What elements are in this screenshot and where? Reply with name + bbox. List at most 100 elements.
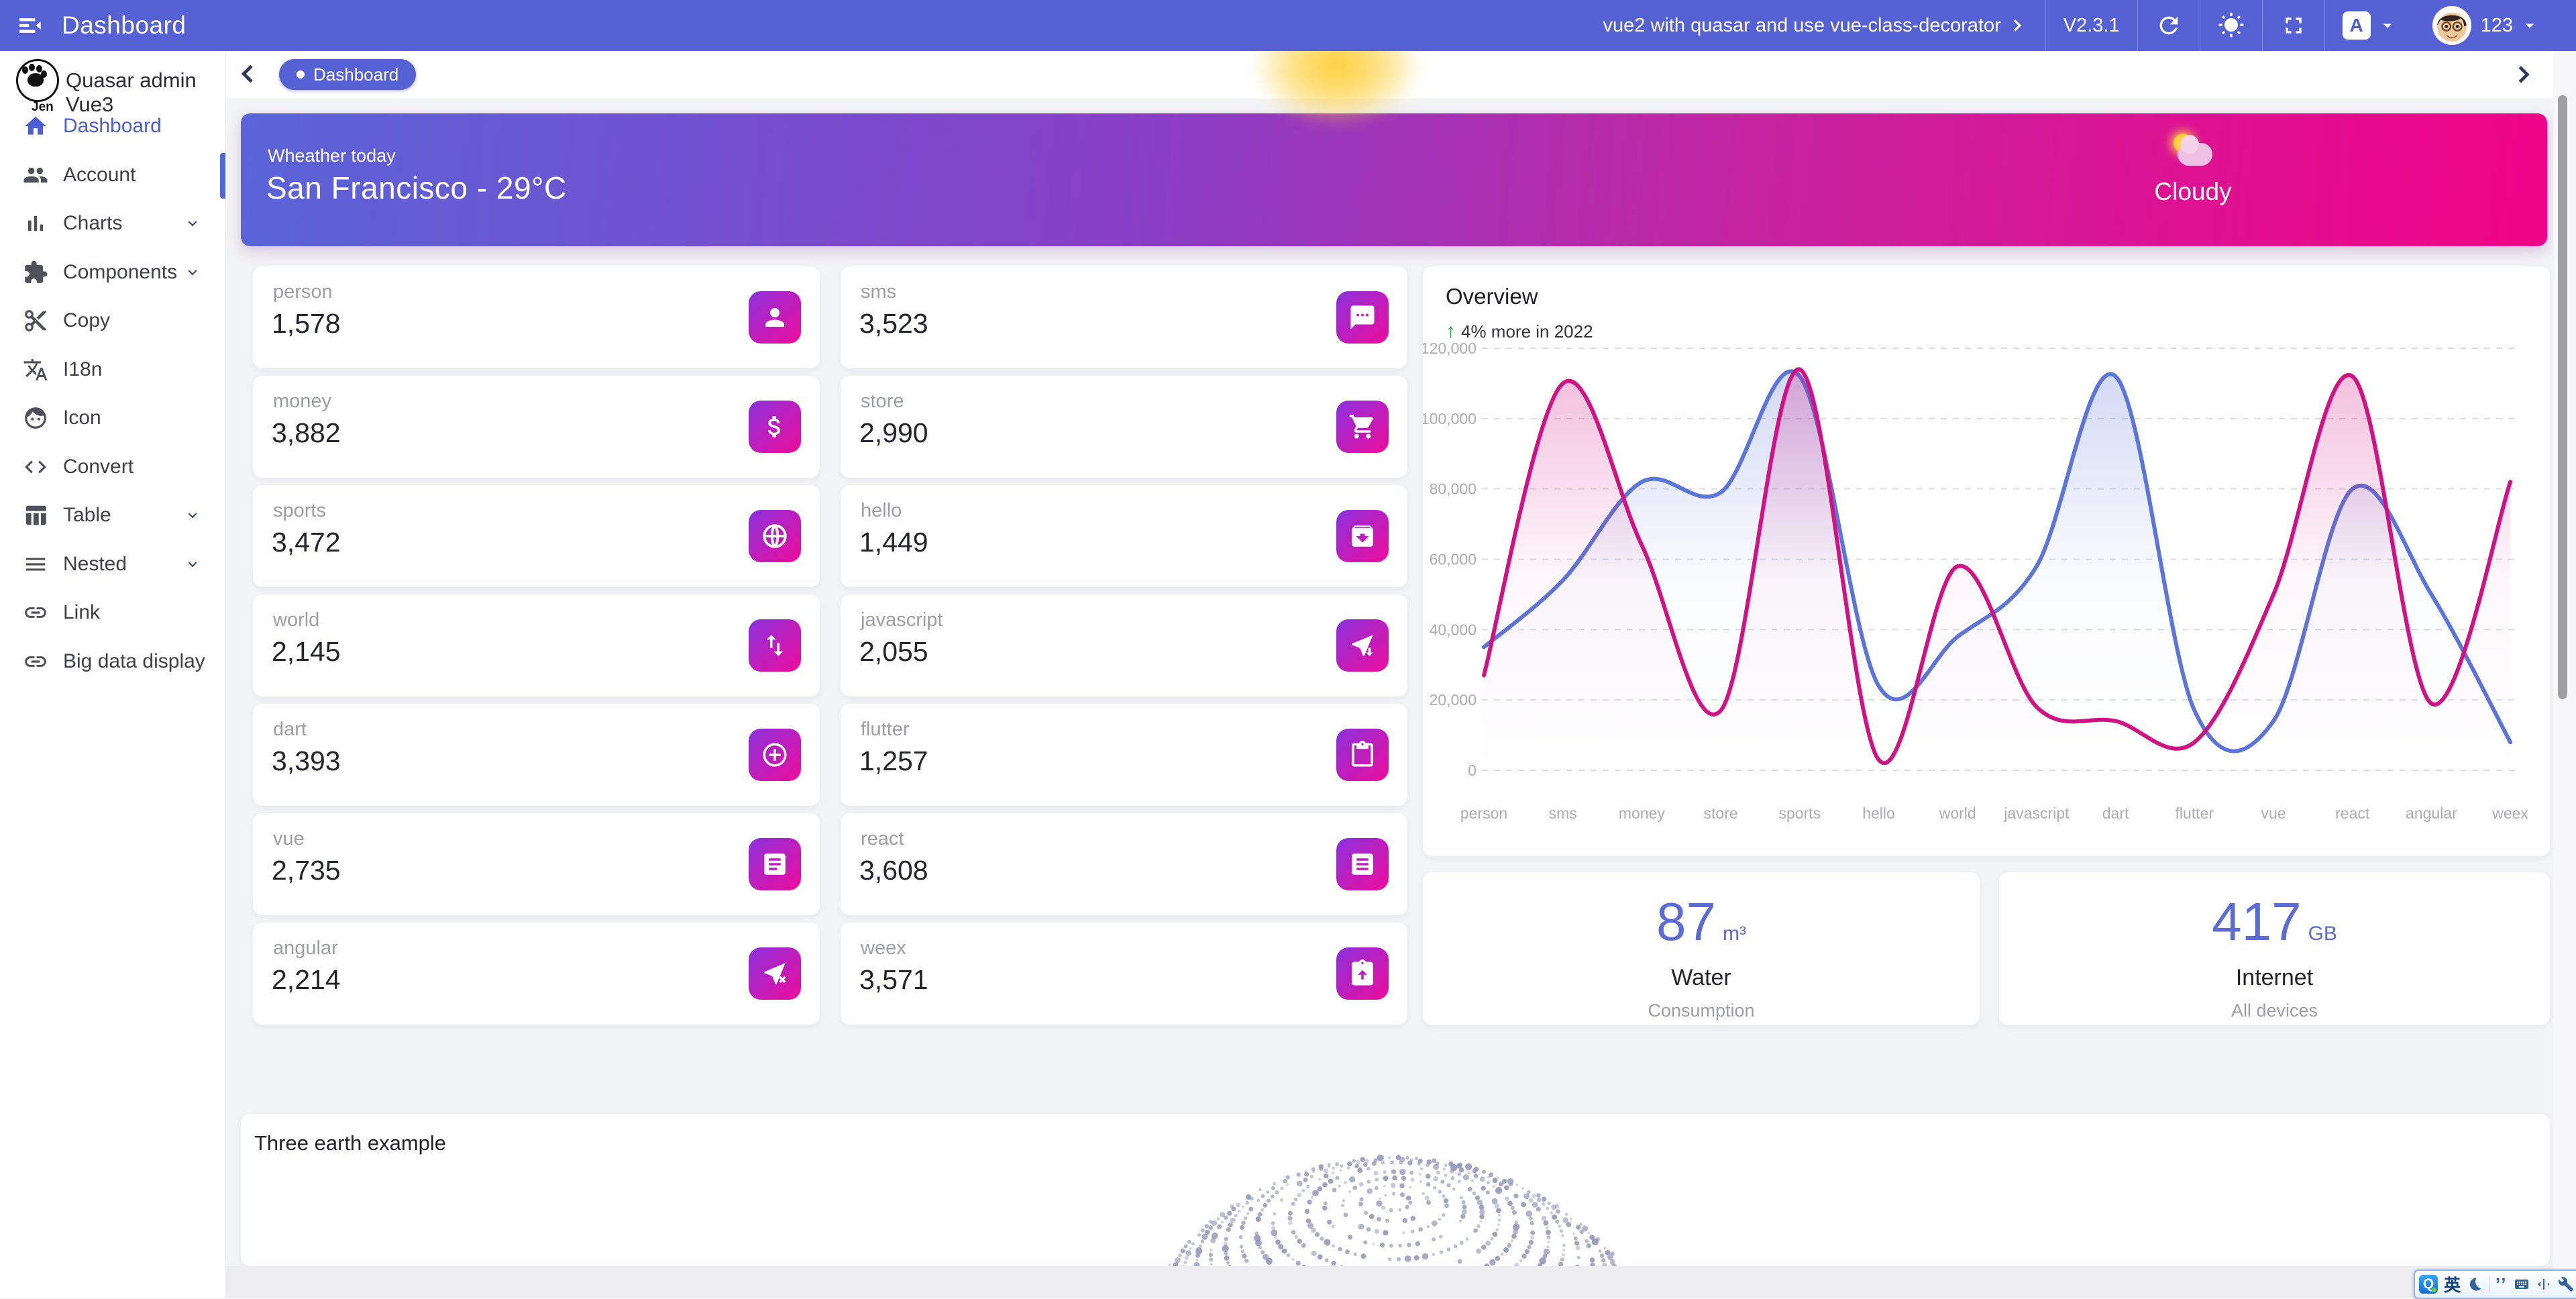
- sidebar-item-charts[interactable]: Charts: [0, 199, 225, 248]
- stat-icon-box: [749, 729, 801, 781]
- stat-icon-box: [749, 838, 801, 890]
- svg-text:javascript: javascript: [2003, 804, 2070, 822]
- svg-text:40,000: 40,000: [1430, 621, 1477, 638]
- sidebar-item-nested[interactable]: Nested: [0, 540, 225, 588]
- chip-dot-icon: [297, 70, 305, 79]
- scrollbar-track[interactable]: [2553, 51, 2576, 1298]
- stat-value: 2,145: [272, 636, 341, 668]
- ime-logo[interactable]: Q: [2419, 1275, 2438, 1294]
- project-link[interactable]: vue2 with quasar and use vue-class-decor…: [1586, 0, 2045, 51]
- table-icon: [23, 503, 48, 528]
- menu-toggle-icon[interactable]: [16, 12, 43, 39]
- stat-value: 2,735: [272, 855, 341, 886]
- stat-value: 3,523: [859, 308, 928, 340]
- sidebar-item-link[interactable]: Link: [0, 588, 225, 637]
- sidebar-item-table[interactable]: Table: [0, 491, 225, 539]
- svg-text:dart: dart: [2102, 804, 2129, 822]
- sidebar-item-convert[interactable]: Convert: [0, 443, 225, 491]
- stat-value: 1,578: [272, 308, 341, 340]
- stat-card-world: world 2,145: [253, 594, 820, 696]
- fullscreen-button[interactable]: [2263, 0, 2324, 51]
- svg-text:100,000: 100,000: [1423, 410, 1477, 427]
- stat-value: 2,214: [272, 964, 341, 996]
- link-icon: [23, 649, 48, 674]
- breadcrumb-chip[interactable]: Dashboard: [279, 59, 416, 90]
- sidebar-item-i18n[interactable]: I18n: [0, 346, 225, 394]
- moon-icon[interactable]: [2467, 1276, 2483, 1292]
- avatar-face-icon: [2432, 6, 2471, 45]
- breadcrumb-back-icon[interactable]: [235, 60, 262, 87]
- stat-label: sports: [273, 500, 326, 522]
- user-menu[interactable]: 123: [2415, 0, 2540, 51]
- three-earth-card: Three earth example: [241, 1114, 2550, 1266]
- svg-text:20,000: 20,000: [1430, 691, 1477, 709]
- weather-condition: Cloudy: [2139, 178, 2247, 206]
- stat-icon-box: [749, 619, 801, 672]
- stat-label: world: [273, 609, 319, 631]
- cursor-x-icon: [761, 959, 789, 988]
- sidebar-item-account[interactable]: Account: [0, 151, 225, 199]
- puzzle-icon: [23, 260, 48, 285]
- language-icon: A: [2343, 11, 2371, 40]
- clipboard-arrow-icon: [1348, 959, 1377, 988]
- weather-title: San Francisco - 29°C: [266, 170, 567, 206]
- sidebar-item-dashboard[interactable]: Dashboard: [0, 102, 225, 150]
- keyboard-icon[interactable]: [2514, 1276, 2530, 1292]
- language-dropdown[interactable]: A: [2325, 0, 2415, 51]
- dollar-icon: [761, 413, 789, 441]
- sidebar-item-label: Components: [63, 261, 177, 284]
- svg-text:60,000: 60,000: [1430, 551, 1477, 568]
- line-chart: 020,00040,00060,00080,000100,000120,000p…: [1423, 266, 2550, 856]
- sidebar-item-label: Account: [63, 164, 136, 187]
- chevron-down-icon: [184, 264, 201, 281]
- quotes-icon[interactable]: ’’: [2496, 1274, 2507, 1295]
- dotted-globe[interactable]: [1106, 1137, 1683, 1266]
- sidebar-item-components[interactable]: Components: [0, 248, 225, 297]
- stat-icon-box: [749, 947, 801, 1000]
- stat-icon-box: [1336, 619, 1389, 672]
- sidebar-item-icon[interactable]: Icon: [0, 394, 225, 442]
- stat-label: angular: [273, 937, 338, 959]
- wrench-icon[interactable]: [2558, 1276, 2574, 1292]
- home-icon: [23, 113, 48, 139]
- breadcrumb-bar: Dashboard: [225, 51, 2553, 99]
- code-icon: [23, 454, 48, 480]
- sidebar-item-big-data-display[interactable]: Big data display: [0, 637, 225, 686]
- theme-brightness-button[interactable]: [2200, 0, 2262, 51]
- breadcrumb-forward-icon[interactable]: [2510, 62, 2536, 87]
- sidebar-item-label: I18n: [63, 358, 102, 381]
- archive-icon: [1348, 522, 1377, 550]
- person-icon: [761, 303, 789, 331]
- stat-value: 3,882: [272, 417, 341, 449]
- internet-unit: GB: [2308, 923, 2337, 945]
- list-icon: [1348, 850, 1377, 878]
- stat-icon-box: [1336, 291, 1389, 344]
- sidebar-item-label: Table: [63, 504, 111, 527]
- scrollbar-thumb[interactable]: [2558, 95, 2567, 699]
- svg-text:weex: weex: [2491, 804, 2528, 822]
- stat-value: 3,571: [859, 964, 928, 996]
- sidebar-item-copy[interactable]: Copy: [0, 297, 225, 345]
- ime-language-mode[interactable]: 英: [2444, 1272, 2461, 1296]
- text-cursor-icon[interactable]: [2536, 1276, 2552, 1292]
- refresh-button[interactable]: [2138, 0, 2200, 51]
- stat-value: 1,257: [859, 745, 928, 777]
- active-route-indicator: [220, 153, 225, 199]
- sidebar-item-label: Charts: [63, 212, 122, 235]
- svg-text:80,000: 80,000: [1430, 480, 1477, 498]
- svg-text:angular: angular: [2406, 804, 2457, 822]
- water-unit: m³: [1723, 923, 1746, 945]
- stat-label: react: [861, 828, 904, 850]
